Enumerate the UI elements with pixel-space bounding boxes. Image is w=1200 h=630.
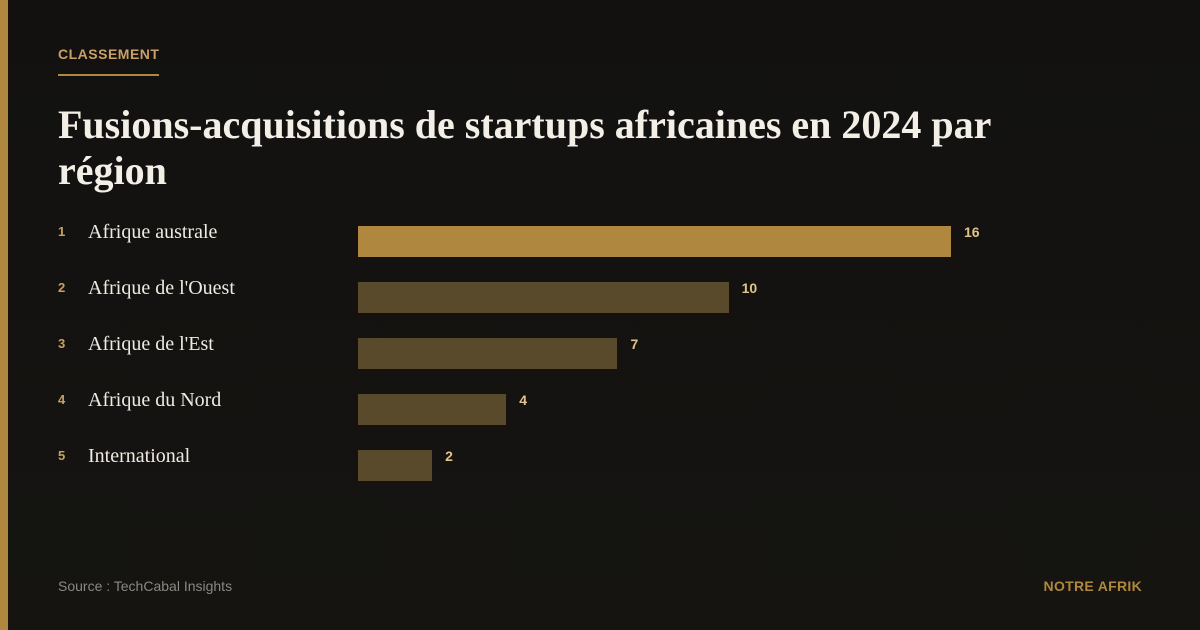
accent-bar <box>0 0 8 630</box>
value-label: 7 <box>630 336 639 352</box>
brand: NOTRE AFRIK <box>1043 578 1142 594</box>
category-label: Afrique du Nord <box>88 389 222 411</box>
value-label: 2 <box>445 448 453 464</box>
rank: 2 <box>58 280 66 295</box>
bar <box>358 338 618 369</box>
rank: 1 <box>58 224 66 239</box>
row: 3 Afrique de l'Est 7 <box>0 333 1200 376</box>
rank: 3 <box>58 336 66 351</box>
source: Source : TechCabal Insights <box>58 578 233 594</box>
bar <box>358 282 729 313</box>
row: 5 International 2 <box>0 445 1200 488</box>
category-label: Afrique de l'Est <box>88 333 214 355</box>
category-label: Afrique australe <box>88 221 218 243</box>
bar <box>358 226 951 257</box>
row: 4 Afrique du Nord 4 <box>0 389 1200 432</box>
rank: 5 <box>58 448 66 463</box>
category-label: International <box>88 445 191 467</box>
chart-title: Fusions-acquisitions de startups africai… <box>58 102 991 193</box>
value-label: 4 <box>519 392 528 408</box>
row: 1 Afrique australe 16 <box>0 221 1200 264</box>
bar <box>358 450 433 481</box>
category-label: Afrique de l'Ouest <box>88 277 235 299</box>
row: 2 Afrique de l'Ouest 10 <box>0 277 1200 320</box>
value-label: 16 <box>964 224 980 240</box>
value-label: 10 <box>741 280 758 296</box>
bar <box>358 394 507 425</box>
rank: 4 <box>58 392 66 407</box>
kicker: CLASSEMENT <box>58 46 160 76</box>
